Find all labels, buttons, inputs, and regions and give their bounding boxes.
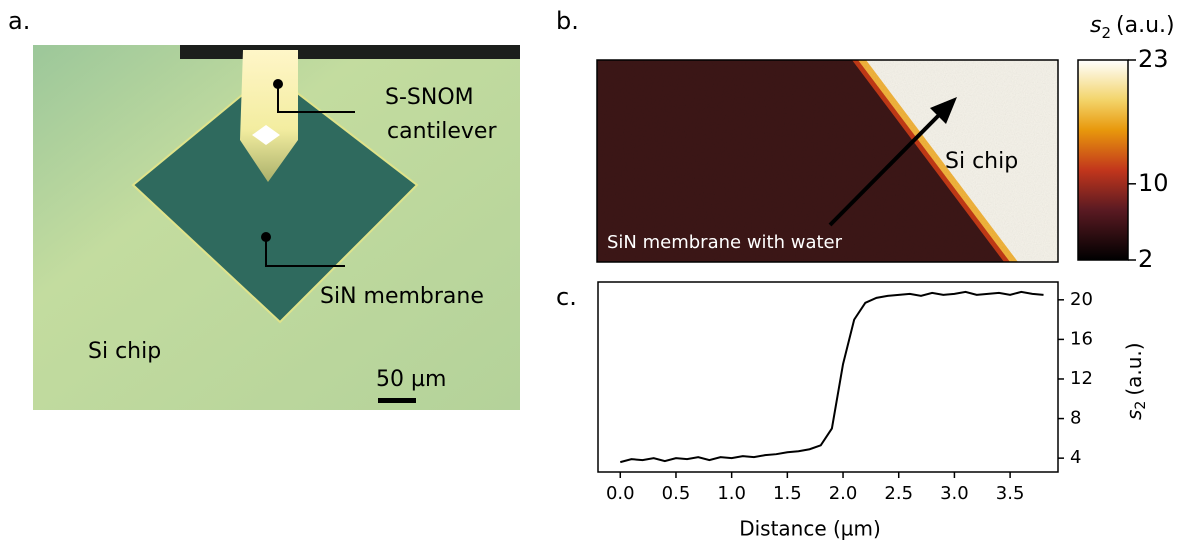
annotation: S-SNOM [385,85,474,110]
panel-label: b. [556,7,579,35]
annotation: cantilever [387,119,497,144]
x-tick-label: 1.0 [717,483,746,504]
label-unit: (a.u.) [1122,342,1146,395]
scale-bar-label: 50 µm [376,367,446,392]
x-axis-label: Distance (µm) [739,517,881,541]
x-tick-label: 2.5 [884,483,913,504]
annotation: Si chip [88,339,161,364]
y-tick-label: 20 [1070,289,1093,310]
y-tick-label: 16 [1070,328,1093,349]
panel-label: c. [556,283,577,311]
figure: a. S-SNOM cantilever SiN membrane Si chi… [0,0,1192,546]
panel-label: a. [8,7,30,35]
label-sub: 2 [1133,401,1149,410]
x-tick-label: 0.0 [606,483,635,504]
colorbar-title: s2 (a.u.) [1090,13,1175,42]
x-tick-label: 3.5 [996,483,1025,504]
x-tick-label: 2.0 [829,483,858,504]
colorbar-tick-label: 2 [1138,245,1153,273]
data-line [620,292,1043,462]
y-tick-label: 12 [1070,368,1093,389]
plot-frame [598,282,1058,472]
y-tick-label: 8 [1070,408,1081,429]
x-tick-label: 1.5 [773,483,802,504]
title-unit: (a.u.) [1116,13,1175,38]
colorbar [1078,60,1128,260]
title-symbol: s [1090,13,1101,38]
colorbar-tick-label: 23 [1138,45,1169,73]
x-tick-label: 3.0 [940,483,969,504]
label-symbol: s [1122,410,1146,420]
title-sub: 2 [1101,24,1111,42]
scale-bar [378,398,416,403]
annotation: Si chip [945,149,1018,174]
y-axis-label: s2 (a.u.) [1122,342,1150,420]
colorbar-tick-label: 10 [1138,169,1169,197]
y-tick-label: 4 [1070,447,1081,468]
annotation: SiN membrane [320,284,484,309]
x-tick-label: 0.5 [662,483,691,504]
annotation: SiN membrane with water [607,232,843,253]
